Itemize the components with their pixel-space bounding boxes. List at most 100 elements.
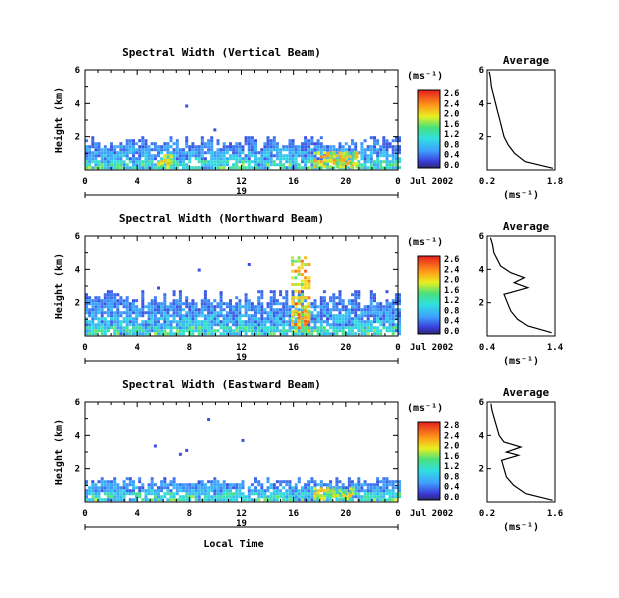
heatmap-cell: [382, 308, 386, 312]
heatmap-cell: [135, 311, 139, 315]
heatmap-cell: [229, 142, 232, 146]
heatmap-cell: [351, 293, 354, 297]
heatmap-cell: [132, 480, 135, 484]
heatmap-cell: [342, 155, 346, 159]
heatmap-cell: [128, 145, 132, 149]
heatmap-cell: [297, 316, 301, 320]
heatmap-cell: [307, 142, 311, 146]
heatmap-cell: [291, 269, 295, 273]
heatmap-cell: [382, 305, 386, 309]
heatmap-cell: [269, 314, 273, 318]
heatmap-cell: [285, 311, 289, 315]
heatmap-cell: [326, 302, 329, 306]
heatmap-cell: [203, 299, 207, 303]
colorbar-tick-label: 0.8: [444, 472, 459, 482]
heatmap-cell: [157, 154, 160, 158]
heatmap-cell: [135, 166, 139, 170]
heatmap-cell: [373, 308, 376, 312]
heatmap-cell: [275, 154, 279, 158]
heatmap-cell: [342, 162, 346, 165]
heatmap-cell: [388, 145, 392, 149]
heatmap-cell: [307, 151, 311, 155]
heatmap-cell: [238, 323, 242, 327]
heatmap-cell: [250, 323, 254, 327]
heatmap-cell: [94, 148, 98, 152]
heatmap-cell: [219, 157, 223, 161]
heatmap-cell: [113, 293, 117, 297]
heatmap-cell: [103, 480, 107, 484]
heatmap-cell: [373, 314, 376, 318]
heatmap-cell: [304, 163, 308, 167]
heatmap-cell: [354, 486, 358, 490]
heatmap-cell: [100, 299, 104, 303]
heatmap-cell: [376, 489, 380, 493]
heatmap-cell: [241, 438, 245, 442]
heatmap-cell: [385, 160, 389, 164]
heatmap-cell: [169, 160, 173, 164]
heatmap-cell: [291, 316, 295, 320]
heatmap-cell: [157, 305, 160, 309]
heatmap-cell: [119, 151, 123, 155]
heatmap-cell: [210, 495, 214, 499]
heatmap-cell: [285, 302, 289, 306]
heatmap-cell: [322, 492, 326, 496]
heatmap-cell: [144, 320, 148, 324]
x-tick-label: 0: [82, 177, 87, 187]
heatmap-cell: [282, 157, 286, 161]
heatmap-cell: [210, 163, 214, 167]
heatmap-cell: [379, 314, 383, 318]
heatmap-cell: [135, 320, 139, 324]
heatmap-cell: [319, 305, 323, 309]
heatmap-cell: [222, 314, 226, 318]
heatmap-cell: [382, 480, 386, 484]
heatmap-cell: [297, 323, 301, 326]
heatmap-cell: [232, 332, 236, 336]
heatmap-cell: [279, 489, 283, 493]
heatmap-cell: [100, 160, 104, 164]
heatmap-cell: [300, 283, 304, 286]
heatmap-cell: [244, 308, 248, 312]
heatmap-cell: [319, 497, 323, 501]
heatmap-cell: [172, 495, 176, 499]
heatmap-cell: [301, 160, 304, 164]
heatmap-cell: [116, 308, 120, 312]
heatmap-cell: [238, 489, 242, 493]
heatmap-cell: [153, 311, 157, 315]
heatmap-cell: [197, 329, 201, 333]
heatmap-cell: [297, 477, 301, 481]
heatmap-cell: [398, 314, 401, 318]
heatmap-cell: [213, 492, 217, 496]
heatmap-cell: [241, 151, 245, 155]
heatmap-cell: [132, 492, 135, 496]
heatmap-cell: [216, 305, 220, 309]
heatmap-cell: [147, 154, 151, 158]
heatmap-cell: [210, 323, 214, 327]
heatmap-cell: [269, 154, 273, 158]
heatmap-cell: [288, 305, 292, 309]
heatmap-cell: [300, 293, 304, 296]
heatmap-cell: [160, 314, 164, 318]
heatmap-cell: [166, 332, 170, 336]
heatmap-cell: [207, 489, 211, 493]
heatmap-cell: [313, 326, 317, 330]
heatmap-cell: [225, 157, 229, 161]
heatmap-cell: [351, 160, 354, 164]
heatmap-cell: [125, 320, 129, 324]
heatmap-cell: [163, 293, 167, 297]
heatmap-cell: [85, 492, 88, 496]
heatmap-cell: [163, 145, 167, 149]
heatmap-cell: [191, 483, 195, 487]
y-tick-label: 6: [75, 232, 80, 242]
heatmap-cell: [394, 163, 398, 167]
heatmap-cell: [351, 139, 354, 143]
heatmap-cell: [125, 157, 129, 161]
heatmap-cell: [203, 163, 207, 167]
heatmap-cell: [163, 492, 167, 496]
heatmap-cell: [275, 151, 279, 155]
heatmap-cell: [100, 329, 104, 333]
heatmap-cell: [88, 326, 92, 330]
panel-title: Spectral Width (Northward Beam): [119, 212, 324, 225]
heatmap-cell: [138, 311, 142, 315]
heatmap-cell: [326, 329, 329, 333]
heatmap-cell: [347, 157, 351, 161]
